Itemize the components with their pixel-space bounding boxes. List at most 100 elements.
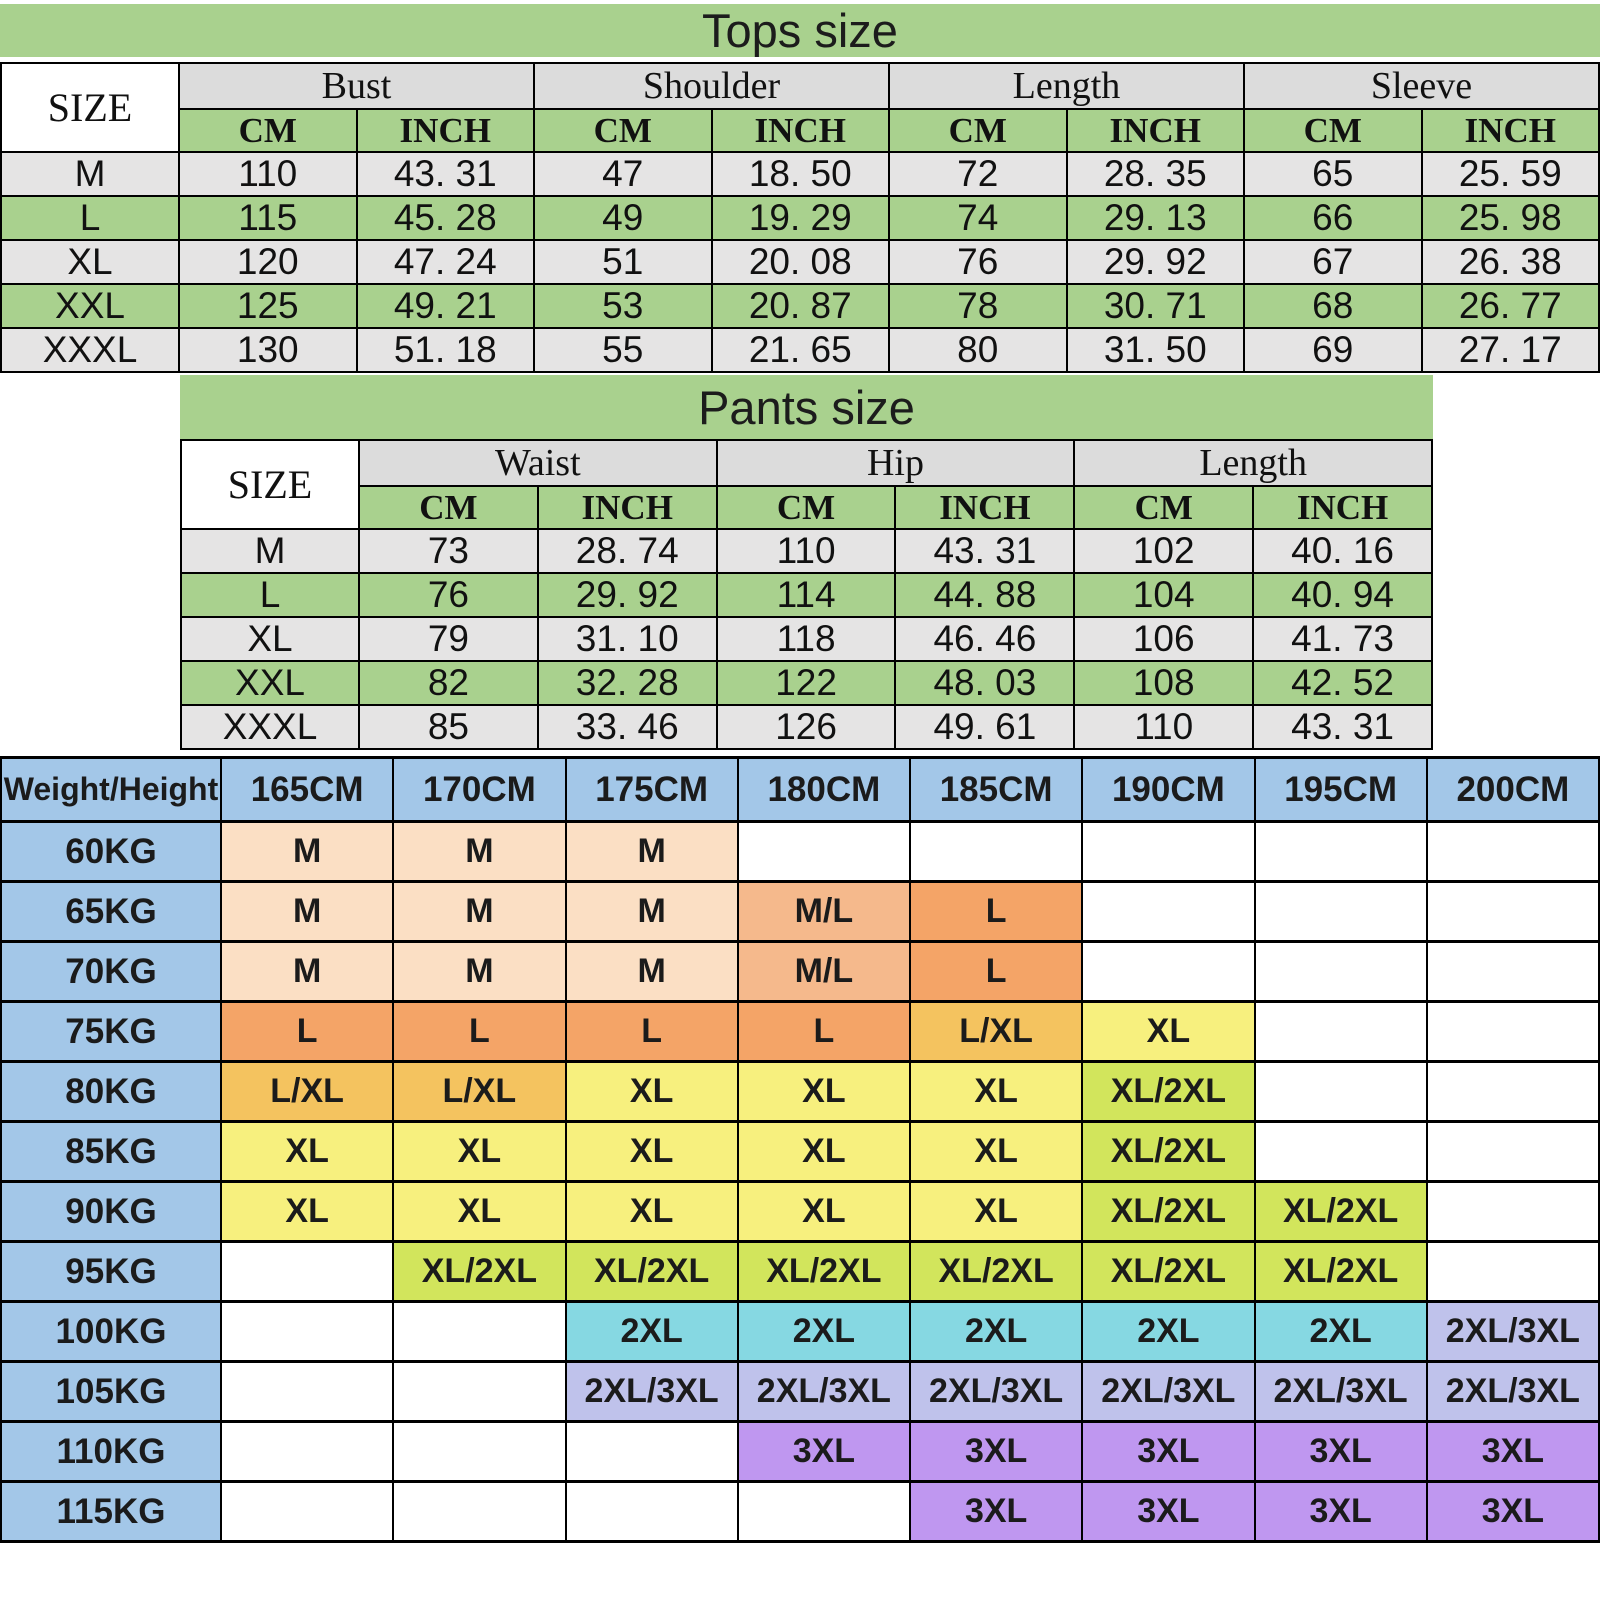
unit-header: CM: [715, 485, 897, 530]
recommended-size-cell: XL: [736, 1120, 912, 1183]
recommended-size-cell: 2XL: [736, 1300, 912, 1363]
weight-label: 60KG: [0, 820, 222, 883]
recommended-size-cell: XL: [908, 1120, 1084, 1183]
tops-size-table: SIZE Bust Shoulder Length Sleeve CM INCH CM INCH…: [0, 62, 1600, 373]
pants-size-corner-label: SIZE: [180, 439, 360, 530]
unit-header: INCH: [355, 108, 535, 153]
recommended-size-cell: M: [392, 940, 567, 1003]
measurement-value: 53: [533, 283, 713, 329]
matrix-row-115kg: 115KG 3XL 3XL 3XL 3XL: [0, 1480, 1600, 1543]
empty-cell: [392, 1360, 567, 1423]
unit-header: INCH: [1420, 108, 1600, 153]
tops-group-header-shoulder: Shoulder: [533, 62, 890, 110]
pants-size-table: SIZE Waist Hip Length CM INCH CM INCH CM INCH M 73 2…: [180, 439, 1433, 750]
recommended-size-cell: XL: [1081, 1000, 1256, 1063]
measurement-value: 108: [1073, 660, 1255, 706]
measurement-value: 28. 74: [536, 528, 718, 574]
matrix-row-75kg: 75KG L L L L L/XL XL: [0, 1000, 1600, 1063]
empty-cell: [1425, 820, 1600, 883]
measurement-value: 47: [533, 151, 713, 197]
recommended-size-cell: 2XL/3XL: [1253, 1360, 1428, 1423]
empty-cell: [1253, 1060, 1428, 1123]
measurement-value: 122: [715, 660, 897, 706]
empty-cell: [392, 1420, 567, 1483]
recommended-size-cell: 2XL/3XL: [564, 1360, 739, 1423]
measurement-value: 29. 13: [1065, 195, 1245, 241]
recommended-size-cell: XL/2XL: [736, 1240, 912, 1303]
tops-row-m: M 110 43. 31 47 18. 50 72 28. 35 65 25. 59: [0, 151, 1600, 197]
recommended-size-cell: 2XL/3XL: [1081, 1360, 1256, 1423]
recommended-size-cell: 2XL/3XL: [1425, 1360, 1600, 1423]
measurement-value: 74: [888, 195, 1068, 241]
empty-cell: [219, 1360, 395, 1423]
tops-size-title: Tops size: [0, 4, 1600, 57]
empty-cell: [1253, 940, 1428, 1003]
measurement-value: 25. 59: [1420, 151, 1600, 197]
size-label: XXXL: [180, 704, 360, 750]
weight-height-matrix: Weight/Height 165CM 170CM 175CM 180CM 185CM 19…: [0, 756, 1600, 1543]
matrix-row-60kg: 60KG M M M: [0, 820, 1600, 883]
recommended-size-cell: XL: [908, 1180, 1084, 1243]
recommended-size-cell: XL: [564, 1180, 739, 1243]
measurement-value: 130: [178, 327, 358, 373]
measurement-value: 25. 98: [1420, 195, 1600, 241]
measurement-value: 40. 94: [1252, 572, 1433, 618]
recommended-size-cell: XL/2XL: [1253, 1180, 1428, 1243]
recommended-size-cell: XL: [564, 1120, 739, 1183]
recommended-size-cell: L/XL: [219, 1060, 395, 1123]
empty-cell: [219, 1480, 395, 1543]
size-label: XL: [180, 616, 360, 662]
unit-header: CM: [358, 485, 539, 530]
measurement-value: 82: [358, 660, 539, 706]
tops-row-xxxl: XXXL 130 51. 18 55 21. 65 80 31. 50 69 27. 17: [0, 327, 1600, 373]
tops-header-row: SIZE Bust Shoulder Length Sleeve: [0, 62, 1600, 153]
measurement-value: 18. 50: [710, 151, 890, 197]
measurement-value: 76: [888, 239, 1068, 285]
height-header: 180CM: [736, 756, 912, 823]
measurement-value: 48. 03: [894, 660, 1076, 706]
empty-cell: [219, 1420, 395, 1483]
unit-header: CM: [533, 108, 713, 153]
size-label: M: [180, 528, 360, 574]
matrix-row-100kg: 100KG 2XL 2XL 2XL 2XL 2XL 2XL/3XL: [0, 1300, 1600, 1363]
weight-label: 95KG: [0, 1240, 222, 1303]
measurement-value: 102: [1073, 528, 1255, 574]
empty-cell: [564, 1420, 739, 1483]
pants-group-header-length: Length: [1073, 439, 1433, 487]
recommended-size-cell: M: [219, 820, 395, 883]
matrix-row-70kg: 70KG M M M M/L L: [0, 940, 1600, 1003]
matrix-row-95kg: 95KG XL/2XL XL/2XL XL/2XL XL/2XL XL/2XL XL/2XL: [0, 1240, 1600, 1303]
recommended-size-cell: L: [908, 940, 1084, 1003]
pants-row-xxxl: XXXL 85 33. 46 126 49. 61 110 43. 31: [180, 704, 1433, 750]
measurement-value: 44. 88: [894, 572, 1076, 618]
weight-label: 90KG: [0, 1180, 222, 1243]
recommended-size-cell: L: [392, 1000, 567, 1063]
measurement-value: 43. 31: [1252, 704, 1433, 750]
size-label: XXL: [0, 283, 180, 329]
empty-cell: [219, 1240, 395, 1303]
measurement-value: 76: [358, 572, 539, 618]
recommended-size-cell: L: [564, 1000, 739, 1063]
measurement-value: 20. 08: [710, 239, 890, 285]
measurement-value: 49. 61: [894, 704, 1076, 750]
measurement-value: 42. 52: [1252, 660, 1433, 706]
matrix-row-105kg: 105KG 2XL/3XL 2XL/3XL 2XL/3XL 2XL/3XL 2XL/3XL…: [0, 1360, 1600, 1423]
height-header: 170CM: [392, 756, 567, 823]
recommended-size-cell: 2XL/3XL: [1425, 1300, 1600, 1363]
empty-cell: [1425, 1060, 1600, 1123]
pants-row-l: L 76 29. 92 114 44. 88 104 40. 94: [180, 572, 1433, 618]
matrix-row-90kg: 90KG XL XL XL XL XL XL/2XL XL/2XL: [0, 1180, 1600, 1243]
measurement-value: 68: [1243, 283, 1423, 329]
weight-label: 75KG: [0, 1000, 222, 1063]
weight-label: 105KG: [0, 1360, 222, 1423]
size-label: XXL: [180, 660, 360, 706]
recommended-size-cell: 2XL: [1253, 1300, 1428, 1363]
size-label: L: [180, 572, 360, 618]
unit-header: INCH: [536, 485, 718, 530]
recommended-size-cell: 3XL: [736, 1420, 912, 1483]
measurement-value: 110: [178, 151, 358, 197]
recommended-size-cell: 3XL: [1425, 1420, 1600, 1483]
height-header: 165CM: [219, 756, 395, 823]
height-header: 190CM: [1081, 756, 1256, 823]
measurement-value: 118: [715, 616, 897, 662]
